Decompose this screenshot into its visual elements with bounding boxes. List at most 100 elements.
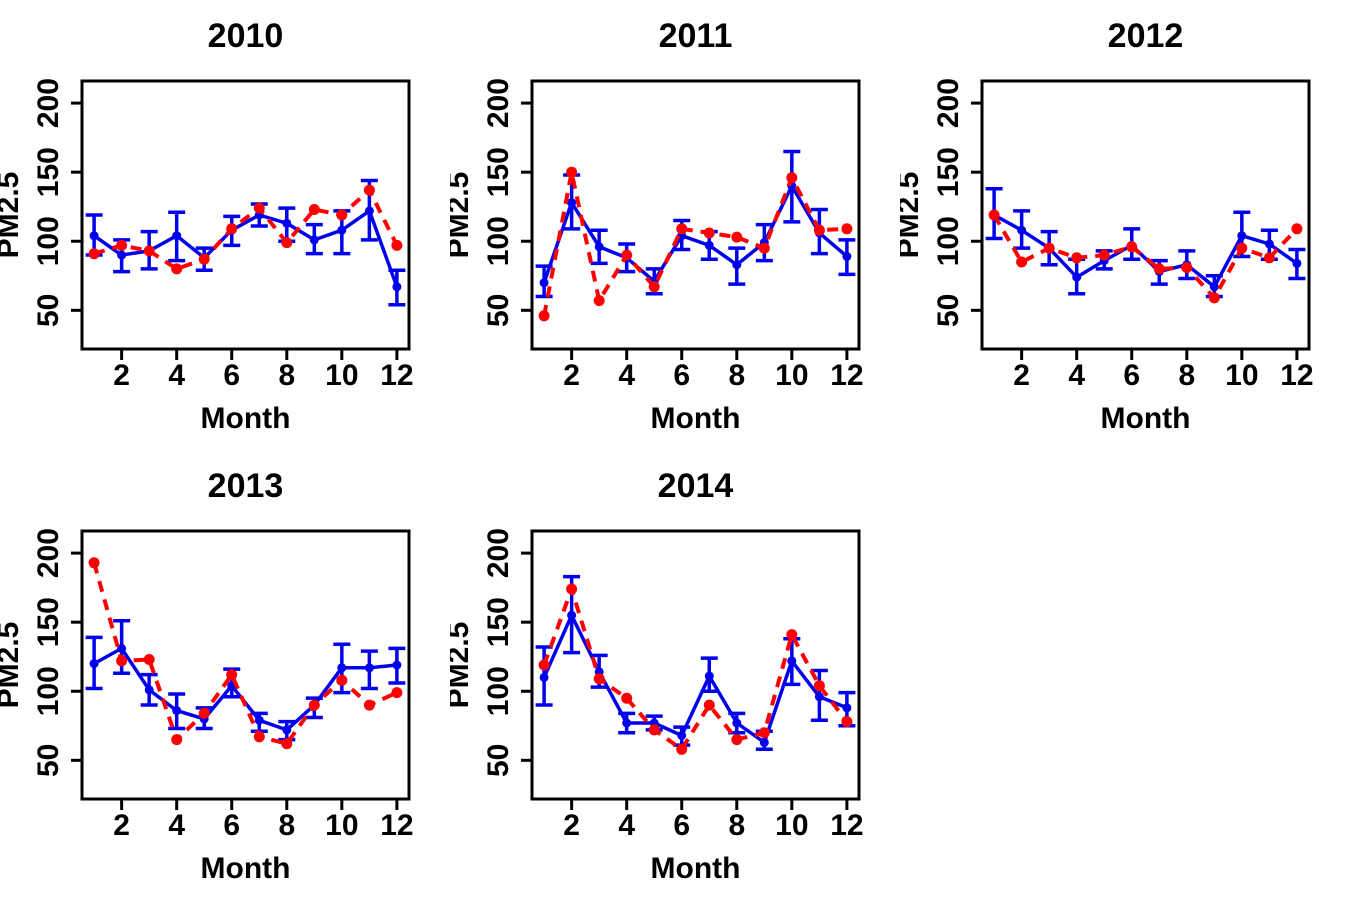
red-dashed-series-point (566, 583, 578, 595)
red-dashed-series-point (841, 223, 853, 235)
blue-solid-errorbar-series-point (787, 656, 797, 666)
y-tick-label: 50 (482, 294, 515, 327)
y-tick-label: 50 (32, 744, 65, 777)
x-tick-label: 2 (1013, 359, 1030, 392)
x-tick-label: 6 (1123, 359, 1140, 392)
red-dashed-series-point (226, 669, 238, 681)
blue-solid-errorbar-series-point (364, 206, 374, 216)
x-tick-label: 2 (563, 809, 580, 842)
panel-frame (980, 79, 1311, 351)
red-dashed-series-point (336, 209, 348, 221)
blue-solid-errorbar-series-point (337, 663, 347, 673)
y-tick-label: 200 (482, 528, 515, 578)
chart-svg-2012: 2012 Month PM2.5 2 4 6 8 10 12 50 100 150 200 (900, 17, 1314, 435)
chart-title: 2011 (659, 17, 733, 55)
red-dashed-series-point (621, 249, 633, 261)
x-tick-label: 8 (728, 359, 745, 392)
y-tick-label: 100 (32, 666, 65, 716)
red-dashed-series-point (786, 629, 798, 641)
red-dashed-series-point (538, 310, 550, 322)
y-tick-label: 50 (32, 294, 65, 327)
red-dashed-series-point (116, 655, 128, 667)
red-dashed-series-point (281, 237, 293, 249)
red-dashed-series-point (1291, 223, 1303, 235)
x-tick-label: 6 (673, 809, 690, 842)
red-dashed-series-line (542, 170, 848, 317)
blue-solid-errorbar-series-line (542, 613, 848, 745)
y-tick-label: 100 (482, 216, 515, 266)
red-dashed-series-line (542, 587, 849, 752)
red-dashed-series-point (813, 224, 825, 236)
blue-solid-errorbar-series-point (1264, 239, 1274, 249)
x-tick-label: 8 (728, 809, 745, 842)
blue-solid-errorbar-series-point (392, 660, 402, 670)
x-tick-label: 4 (168, 359, 185, 392)
red-dashed-series-point (1263, 252, 1275, 264)
blue-solid-errorbar-series-point (1209, 282, 1219, 292)
red-dashed-series-point (786, 172, 798, 184)
blue-solid-errorbar-series-point (117, 643, 127, 653)
y-tick-label: 200 (32, 78, 65, 128)
y-tick-label: 150 (32, 597, 65, 647)
x-tick-label: 10 (1225, 359, 1258, 392)
blue-solid-errorbar-series-point (89, 659, 99, 669)
red-dashed-series-point (1016, 256, 1028, 268)
blue-solid-errorbar-series-point (759, 737, 769, 747)
red-dashed-series-point (391, 687, 403, 699)
red-dashed-series-point (391, 239, 403, 251)
blue-solid-errorbar-series-point (539, 672, 549, 682)
x-tick-label: 10 (325, 359, 358, 392)
panel-frame (530, 79, 861, 351)
red-dashed-series-point (703, 227, 715, 239)
blue-solid-errorbar-series-point (567, 610, 577, 620)
red-dashed-series-point (758, 727, 770, 739)
x-axis-label: Month (651, 852, 741, 885)
panel-frame (530, 529, 861, 801)
red-dashed-series-point (198, 253, 210, 265)
blue-solid-errorbar-series-point (392, 282, 402, 292)
x-tick-label: 2 (563, 359, 580, 392)
red-dashed-series-point (593, 295, 605, 307)
panel-frame (80, 529, 411, 801)
red-dashed-series-point (988, 209, 1000, 221)
blue-solid-errorbar-series-point (842, 703, 852, 713)
red-dashed-series-point (593, 673, 605, 685)
blue-solid-errorbar-series-point (1072, 272, 1082, 282)
x-tick-label: 10 (775, 359, 808, 392)
red-dashed-series-point (1098, 249, 1110, 261)
red-dashed-series-point (171, 263, 183, 275)
red-dashed-series-point (1126, 241, 1138, 253)
blue-solid-errorbar-series-point (1237, 231, 1247, 241)
y-axis-label: PM2.5 (0, 172, 25, 259)
red-dashed-series-point (731, 231, 743, 243)
chart-title: 2012 (1108, 17, 1184, 55)
y-axis-label: PM2.5 (450, 172, 475, 259)
x-tick-label: 2 (113, 809, 130, 842)
panel-frame (80, 79, 411, 351)
y-tick-label: 50 (482, 744, 515, 777)
red-dashed-series-point (703, 699, 715, 711)
x-tick-label: 6 (223, 809, 240, 842)
red-dashed-series-point (308, 204, 320, 215)
red-dashed-series-point (171, 734, 183, 746)
red-dashed-series-line (92, 562, 398, 746)
x-tick-label: 4 (618, 809, 635, 842)
x-axis-label: Month (651, 402, 741, 435)
red-dashed-series-point (281, 738, 293, 750)
red-dashed-series-point (538, 659, 550, 671)
x-tick-label: 12 (830, 809, 863, 842)
red-dashed-series-point (308, 699, 320, 711)
x-tick-label: 8 (278, 359, 295, 392)
blue-solid-errorbar-series-point (254, 715, 264, 725)
chart-svg-2013: 2013 Month PM2.5 2 4 6 8 10 12 50 100 150 200 (0, 467, 414, 885)
blue-solid-errorbar-series-point (309, 235, 319, 245)
blue-solid-errorbar-series-point (842, 251, 852, 261)
blue-solid-errorbar-series-point (337, 225, 347, 235)
red-dashed-series-point (1236, 242, 1248, 254)
blue-solid-errorbar-series-line (542, 184, 849, 284)
red-dashed-series-point (116, 239, 128, 251)
blue-solid-errorbar-series-point (282, 218, 292, 228)
red-dashed-series-line (93, 188, 399, 271)
blue-solid-errorbar-series-point (1017, 225, 1027, 235)
